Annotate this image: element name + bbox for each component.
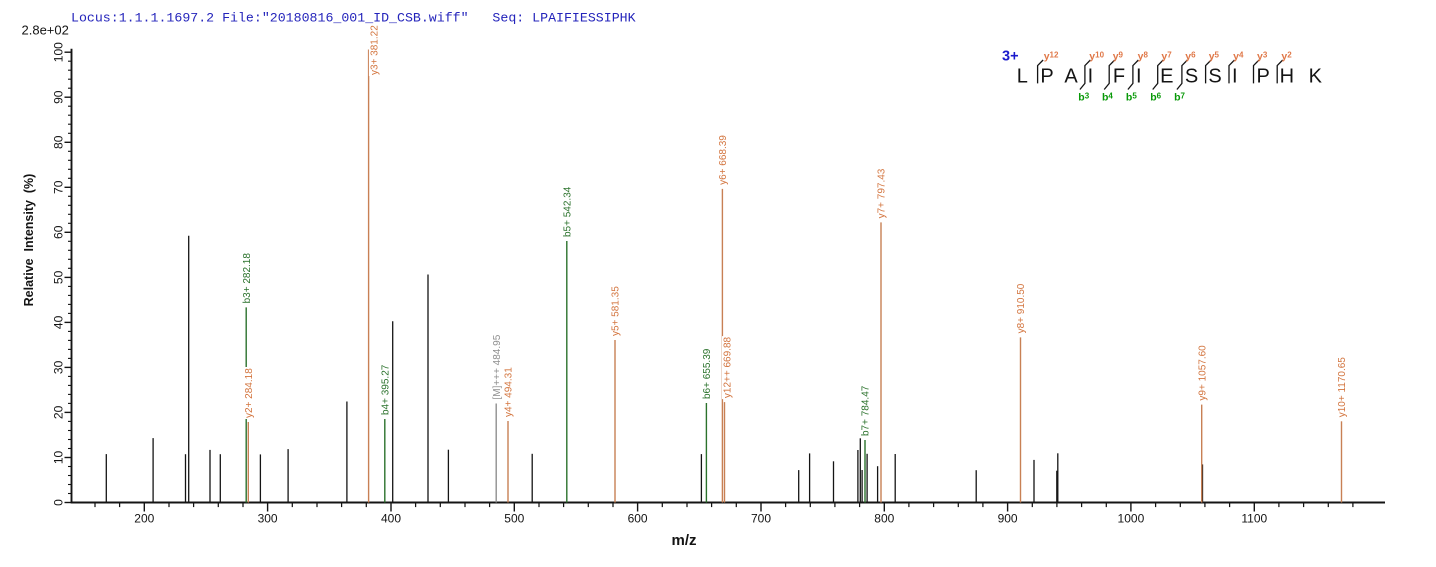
svg-text:Relative Intensity (%): Relative Intensity (%) [22,174,36,307]
svg-text:y5: y5 [1209,51,1220,63]
svg-text:80: 80 [52,135,66,149]
svg-text:700: 700 [751,512,771,526]
svg-text:b5+ 542.34: b5+ 542.34 [562,186,573,237]
svg-text:y8+ 910.50: y8+ 910.50 [1016,283,1027,333]
svg-text:y6+ 668.39: y6+ 668.39 [718,135,729,185]
svg-text:y9+ 1057.60: y9+ 1057.60 [1197,345,1208,401]
svg-text:0: 0 [52,499,66,506]
svg-text:y4: y4 [1233,51,1244,63]
svg-text:y8: y8 [1138,51,1149,63]
svg-text:L: L [1017,66,1028,88]
svg-text:y7+ 797.43: y7+ 797.43 [877,168,888,218]
svg-text:P: P [1040,66,1053,88]
svg-text:300: 300 [258,512,278,526]
svg-text:y12++ 669.88: y12++ 669.88 [723,336,734,398]
svg-text:70: 70 [52,180,66,194]
svg-text:b4+ 395.27: b4+ 395.27 [380,364,391,415]
svg-text:y3: y3 [1257,51,1268,63]
svg-text:b6: b6 [1150,92,1161,104]
svg-text:S: S [1208,66,1221,88]
svg-text:b4: b4 [1102,92,1113,104]
svg-text:y6: y6 [1185,51,1196,63]
svg-text:K: K [1309,66,1323,88]
svg-text:40: 40 [52,315,66,329]
svg-text:500: 500 [504,512,524,526]
svg-text:y7: y7 [1161,51,1172,63]
svg-text:I: I [1232,66,1238,88]
svg-text:20: 20 [52,405,66,419]
svg-text:I: I [1088,66,1094,88]
svg-text:b3+ 282.18: b3+ 282.18 [242,253,253,304]
svg-text:y2+ 284.18: y2+ 284.18 [244,368,255,418]
svg-text:50: 50 [52,270,66,284]
svg-text:3+: 3+ [1002,49,1019,65]
svg-text:[M]+++ 484.95: [M]+++ 484.95 [492,334,503,399]
svg-text:30: 30 [52,360,66,374]
svg-text:1000: 1000 [1118,512,1145,526]
svg-text:y10+ 1170.65: y10+ 1170.65 [1337,357,1348,418]
svg-text:b7: b7 [1174,92,1185,104]
svg-text:100: 100 [52,42,66,62]
svg-text:2.8e+02: 2.8e+02 [22,23,69,38]
svg-text:S: S [1185,66,1198,88]
svg-text:400: 400 [381,512,401,526]
svg-text:F: F [1113,66,1125,88]
svg-text:1100: 1100 [1241,512,1267,526]
svg-text:10: 10 [52,451,66,465]
svg-text:600: 600 [628,512,648,526]
svg-text:E: E [1160,66,1173,88]
svg-text:I: I [1136,66,1142,88]
svg-text:A: A [1064,66,1078,88]
svg-text:y2: y2 [1281,51,1292,63]
svg-text:60: 60 [52,225,66,239]
svg-text:H: H [1280,66,1294,88]
svg-text:y9: y9 [1113,51,1124,63]
svg-text:m/z: m/z [671,532,696,549]
svg-text:b5: b5 [1126,92,1137,104]
svg-text:Locus:1.1.1.1697.2 File:"20180: Locus:1.1.1.1697.2 File:"20180816_001_ID… [71,11,636,26]
svg-text:800: 800 [874,512,894,526]
svg-text:P: P [1257,66,1270,88]
svg-text:y3+ 381.22: y3+ 381.22 [370,25,381,75]
svg-text:90: 90 [52,90,66,104]
svg-text:y5+ 581.35: y5+ 581.35 [611,286,622,336]
svg-text:y4+ 494.31: y4+ 494.31 [504,367,515,417]
svg-text:b6+ 655.39: b6+ 655.39 [702,348,713,399]
svg-text:900: 900 [998,512,1018,526]
svg-text:200: 200 [134,512,154,526]
svg-text:b3: b3 [1078,92,1089,104]
svg-text:b7+ 784.47: b7+ 784.47 [861,385,872,436]
